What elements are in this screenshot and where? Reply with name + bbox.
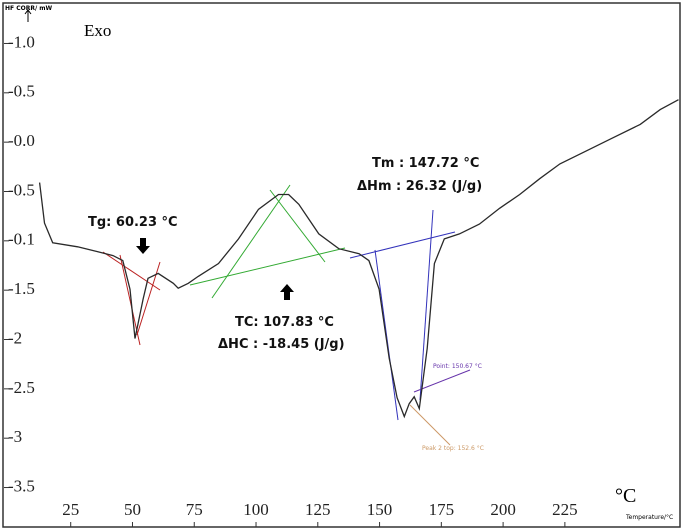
y-axis-label: HF CORR/ mW [5, 5, 52, 12]
tangents [24, 9, 471, 446]
annotation: Tm : 147.72 °C [372, 156, 479, 171]
y-tick-label: -2 [8, 328, 22, 347]
x-tick-label: 225 [552, 500, 578, 519]
y-tick-label: -1.0 [8, 32, 35, 51]
annotation: Tg: 60.23 °C [88, 215, 178, 230]
annotation: TC: 107.83 °C [235, 315, 334, 330]
x-tick-label: 50 [124, 500, 141, 519]
annotation: ΔHC : -18.45 (J/g) [218, 337, 345, 352]
x-tick-label: 200 [490, 500, 516, 519]
y-tick-label: -2.5 [8, 378, 35, 397]
x-tick-label: 150 [367, 500, 393, 519]
y-tick-label: -0.1 [8, 230, 35, 249]
y-tick-label: -1.5 [8, 279, 35, 298]
x-axis-label: Temperature/°C [625, 514, 673, 521]
y-tick-label: -0.5 [8, 82, 35, 101]
x-tick-label: 75 [186, 500, 203, 519]
y-tick-label: -3.5 [8, 476, 35, 495]
x-tick-label: 125 [305, 500, 331, 519]
x-tick-label: 175 [429, 500, 455, 519]
y-tick-label: -3 [8, 427, 22, 446]
annotation: Point: 150.67 °C [433, 363, 482, 370]
x-unit: °C [615, 485, 636, 507]
y-tick-label: -0.0 [8, 131, 35, 150]
annotation: Peak 2 top: 152.6 °C [422, 445, 484, 452]
annotation: ΔHm : 26.32 (J/g) [357, 179, 482, 194]
x-tick-label: 100 [243, 500, 269, 519]
exo-label: Exo [84, 21, 111, 40]
dsc-curve [38, 99, 679, 419]
y-tick-label: -0.5 [8, 180, 35, 199]
x-tick-label: 25 [62, 500, 79, 519]
